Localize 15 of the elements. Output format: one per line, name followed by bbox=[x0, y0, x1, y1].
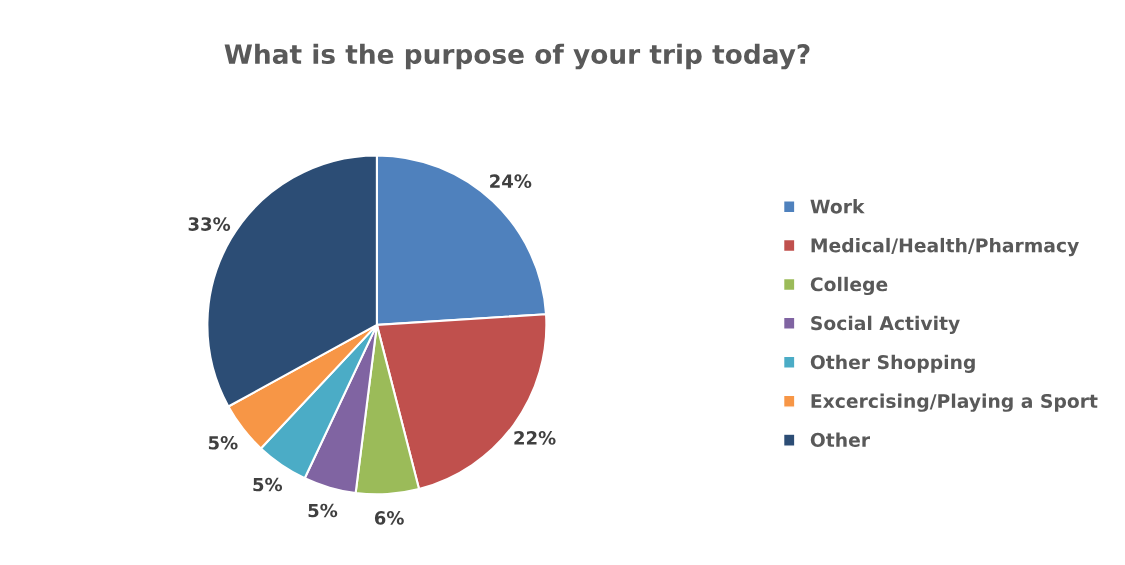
legend-label: Work bbox=[810, 199, 865, 214]
data-label: 5% bbox=[253, 477, 283, 492]
data-label: 6% bbox=[374, 511, 404, 525]
legend-label: Other bbox=[810, 432, 871, 447]
legend-label: Social Activity bbox=[811, 315, 960, 335]
data-label: 5% bbox=[308, 503, 338, 518]
legend-label: College bbox=[810, 276, 888, 296]
chart-title: What is the purpose of your trip today? bbox=[224, 43, 810, 70]
legend-label: Other Shopping bbox=[810, 354, 975, 373]
data-label: 5% bbox=[208, 435, 238, 450]
legend-label: Excercising/Playing a Sport bbox=[811, 393, 1098, 412]
data-label: 24% bbox=[490, 174, 532, 189]
data-label: 33% bbox=[188, 217, 231, 231]
legend-label: Medical/Health/Pharmacy bbox=[811, 237, 1079, 257]
data-label: 22% bbox=[514, 431, 556, 445]
